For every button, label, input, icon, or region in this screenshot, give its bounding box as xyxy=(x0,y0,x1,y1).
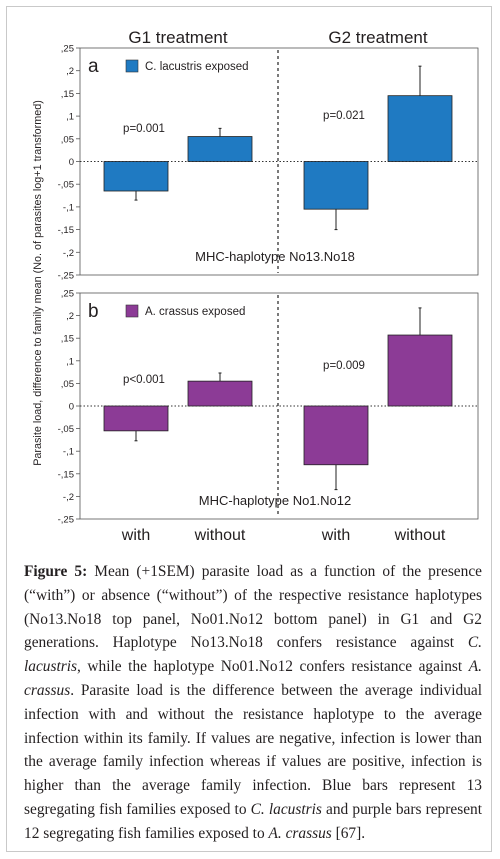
panel-a-ytick-label: ,1 xyxy=(66,112,74,123)
panel-a-haplotype-label: MHC-haplotype No13.No18 xyxy=(195,249,355,264)
group-title-g2: G2 treatment xyxy=(328,28,427,47)
panel-a-bar-without xyxy=(387,95,453,162)
species-name: C. lacustris xyxy=(250,800,322,818)
caption-segment: Mean (+1SEM) parasite load as a function… xyxy=(24,563,482,652)
panel-b-p-value: p<0.001 xyxy=(123,374,165,386)
panel-b-ytick-label: -,15 xyxy=(58,469,74,480)
panel-b-ytick-label: ,05 xyxy=(61,379,74,390)
panel-b-haplotype-label: MHC-haplotype No1.No12 xyxy=(199,493,351,508)
figure-5-chart: G1 treatment G2 treatment Parasite load, d… xyxy=(32,28,479,544)
panel-b-ytick-label: -,1 xyxy=(63,447,74,458)
panel-a-ytick-label: ,05 xyxy=(61,134,74,145)
panel-a-ytick-label: -,2 xyxy=(63,248,74,259)
panel-a-p-value: p=0.021 xyxy=(323,110,365,122)
panel-a-ytick-label: ,2 xyxy=(66,66,74,77)
figure-caption: Figure 5: Mean (+1SEM) parasite load as … xyxy=(24,560,482,846)
panel-a-ytick-label: -,05 xyxy=(58,180,74,191)
panel-a-bar-with xyxy=(103,161,169,192)
y-axis-label: Parasite load, difference to family mean… xyxy=(32,100,44,466)
panel-b-ytick-label: ,2 xyxy=(66,311,74,322)
panel-a-ytick-label: ,25 xyxy=(61,44,74,55)
panel-b-ytick-label: ,1 xyxy=(66,356,74,367)
x-category-label: without xyxy=(394,527,446,544)
panel-a-legend-swatch xyxy=(125,59,139,73)
panel-b-bar-with xyxy=(103,405,169,432)
panel-b-ytick-label: ,25 xyxy=(61,289,74,300)
species-name: C. lacustris xyxy=(24,634,482,676)
panel-a-p-value: p=0.001 xyxy=(123,123,165,135)
panel-b-ytick-label: -,25 xyxy=(58,515,74,526)
panel-b-legend-label: A. crassus exposed xyxy=(145,306,245,318)
x-category-label: with xyxy=(321,527,350,544)
x-category-label: with xyxy=(121,527,150,544)
panel-b-p-value: p=0.009 xyxy=(323,360,365,372)
panel-b-legend-swatch xyxy=(125,304,139,318)
panel-b-ytick-label: -,05 xyxy=(58,424,74,435)
panel-a-ytick-label: ,15 xyxy=(61,89,74,100)
caption-segment: and purple bars represent 12 segregating… xyxy=(24,800,482,842)
caption-text: Mean (+1SEM) parasite load as a function… xyxy=(24,563,482,842)
panel-b-ytick-label: -,2 xyxy=(63,492,74,503)
panel-a-letter: a xyxy=(88,56,99,77)
panel-a-bar-without xyxy=(187,136,253,162)
x-category-label: without xyxy=(194,527,246,544)
panel-b-letter: b xyxy=(88,301,99,322)
panel-b-ytick-label: ,15 xyxy=(61,334,74,345)
panel-a-legend-label: C. lacustris exposed xyxy=(145,61,249,73)
caption-segment: , while the haplotype No01.No12 confers … xyxy=(77,658,469,676)
panel-a-ytick-label: 0 xyxy=(69,157,74,168)
panel-b-bar-without xyxy=(187,380,253,407)
panel-b-bar-with xyxy=(303,405,369,466)
panel-a-ytick-label: -,1 xyxy=(63,202,74,213)
panel-a-ytick-label: -,15 xyxy=(58,225,74,236)
panel-a-bar-with xyxy=(303,161,369,210)
group-title-g1: G1 treatment xyxy=(128,28,227,47)
caption-segment: [67]. xyxy=(331,824,366,842)
species-name: A. crassus xyxy=(24,658,482,699)
species-name: A. crassus xyxy=(268,824,332,842)
figure-label: Figure 5: xyxy=(24,563,88,580)
caption-segment: . Parasite load is the difference betwee… xyxy=(24,681,482,818)
panel-b-ytick-label: 0 xyxy=(69,402,74,413)
panel-b-bar-without xyxy=(387,334,453,407)
panel-a-ytick-label: -,25 xyxy=(58,271,74,282)
